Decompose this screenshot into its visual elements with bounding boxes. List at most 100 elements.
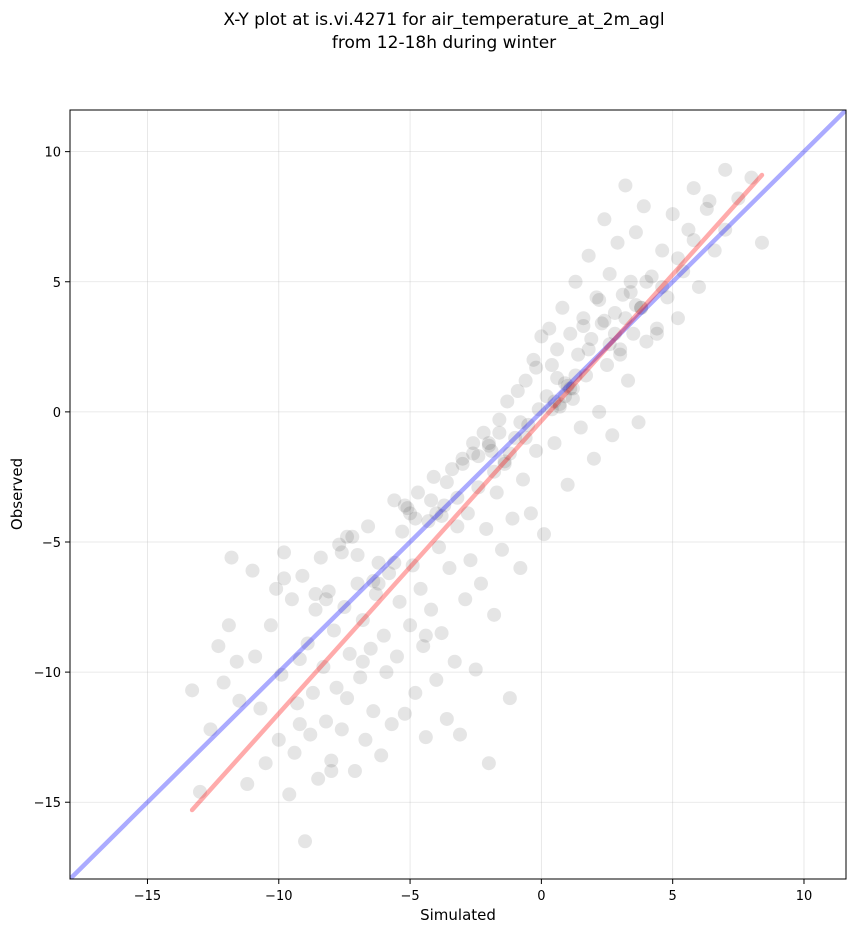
data-point (350, 576, 365, 591)
data-point (586, 451, 601, 466)
data-point (576, 311, 591, 326)
data-point (345, 529, 360, 544)
series-line (70, 110, 846, 879)
data-point (253, 701, 268, 716)
data-point (379, 665, 394, 680)
data-point (329, 680, 344, 695)
data-point (382, 566, 397, 581)
data-point (550, 342, 565, 357)
data-point (300, 636, 315, 651)
data-point (547, 394, 562, 409)
data-point (558, 376, 573, 391)
data-point (597, 212, 612, 227)
series-line (189, 172, 765, 813)
data-point (479, 521, 494, 536)
data-point (655, 243, 670, 258)
data-point (442, 561, 457, 576)
data-point (224, 550, 239, 565)
data-point (363, 641, 378, 656)
data-point (434, 626, 449, 641)
data-point (571, 347, 586, 362)
data-point (439, 475, 454, 490)
data-point (248, 649, 263, 664)
data-point (305, 685, 320, 700)
data-point (429, 672, 444, 687)
data-point (481, 756, 496, 771)
data-point (699, 201, 714, 216)
x-tick-label: 0 (537, 889, 545, 904)
data-point (295, 568, 310, 583)
data-point (686, 181, 701, 196)
x-tick-label: −15 (134, 889, 161, 904)
data-point (560, 477, 575, 492)
data-point (481, 438, 496, 453)
data-point (371, 555, 386, 570)
x-tick-label: 10 (796, 889, 813, 904)
data-point (245, 563, 260, 578)
data-point (355, 654, 370, 669)
data-point (371, 576, 386, 591)
data-point (515, 472, 530, 487)
data-point (487, 607, 502, 622)
data-point (576, 318, 591, 333)
data-point (292, 717, 307, 732)
data-point (271, 732, 286, 747)
data-point (607, 305, 622, 320)
data-point (523, 506, 538, 521)
data-point (240, 777, 255, 792)
data-point (366, 704, 381, 719)
data-point (644, 269, 659, 284)
data-point (634, 300, 649, 315)
x-tick-label: −5 (400, 889, 419, 904)
data-point (513, 415, 528, 430)
chart-title-line-1: X-Y plot at is.vi.4271 for air_temperatu… (223, 10, 664, 30)
data-point (594, 316, 609, 331)
data-point (623, 274, 638, 289)
axis-ticks: −15 −10 −5 0 5 10 −15 −10 −5 0 5 10 (34, 146, 813, 904)
data-point (518, 373, 533, 388)
data-point (287, 745, 302, 760)
data-point (744, 170, 759, 185)
data-point (392, 594, 407, 609)
data-point (397, 706, 412, 721)
data-point (473, 576, 488, 591)
data-point (592, 292, 607, 307)
data-point (618, 311, 633, 326)
data-point (290, 696, 305, 711)
data-point (466, 446, 481, 461)
data-point (298, 834, 313, 849)
y-tick-label: 5 (53, 276, 61, 291)
data-point (565, 381, 580, 396)
data-point (579, 368, 594, 383)
data-point (366, 574, 381, 589)
data-point (342, 646, 357, 661)
data-point (623, 285, 638, 300)
data-point (313, 550, 328, 565)
data-point (702, 194, 717, 209)
data-point (681, 222, 696, 237)
data-point (334, 722, 349, 737)
data-point (308, 602, 323, 617)
data-point (405, 558, 420, 573)
data-point (311, 771, 326, 786)
y-tick-label: −15 (34, 796, 61, 811)
data-point (277, 545, 292, 560)
data-point (615, 287, 630, 302)
data-point (403, 506, 418, 521)
y-tick-label: 0 (53, 406, 61, 421)
data-point (431, 540, 446, 555)
data-point (510, 384, 525, 399)
data-point (408, 511, 423, 526)
data-point (492, 425, 507, 440)
x-tick-label: −10 (265, 889, 292, 904)
fit-lines (70, 110, 846, 879)
data-point (387, 493, 402, 508)
data-point (502, 691, 517, 706)
data-point (308, 587, 323, 602)
data-point (269, 581, 284, 596)
data-point (434, 508, 449, 523)
data-point (471, 449, 486, 464)
data-point (387, 555, 402, 570)
data-point (455, 451, 470, 466)
data-point (597, 313, 612, 328)
